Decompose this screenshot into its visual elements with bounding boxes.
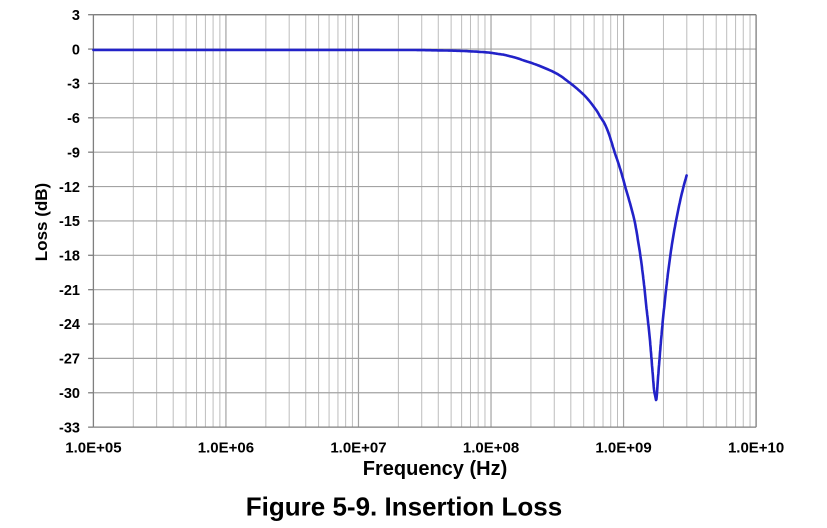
svg-text:-15: -15: [59, 214, 80, 230]
svg-text:-33: -33: [59, 420, 80, 436]
svg-text:Loss (dB): Loss (dB): [32, 183, 51, 261]
svg-text:1.0E+09: 1.0E+09: [595, 439, 651, 456]
svg-text:1.0E+05: 1.0E+05: [65, 439, 121, 456]
svg-text:-9: -9: [67, 145, 80, 161]
svg-text:-30: -30: [59, 386, 80, 402]
svg-text:-18: -18: [59, 249, 80, 265]
svg-text:-6: -6: [67, 111, 80, 127]
svg-text:0: 0: [72, 42, 80, 58]
svg-text:-27: -27: [59, 352, 80, 368]
svg-text:Frequency (Hz): Frequency (Hz): [363, 458, 507, 480]
svg-text:3: 3: [72, 8, 80, 24]
svg-text:-12: -12: [59, 180, 80, 196]
svg-text:1.0E+10: 1.0E+10: [728, 439, 784, 456]
svg-text:Figure 5-9. Insertion Loss: Figure 5-9. Insertion Loss: [246, 492, 562, 522]
svg-text:1.0E+06: 1.0E+06: [198, 439, 254, 456]
svg-text:1.0E+08: 1.0E+08: [463, 439, 519, 456]
svg-text:1.0E+07: 1.0E+07: [330, 439, 386, 456]
svg-text:-21: -21: [59, 283, 80, 299]
svg-text:-3: -3: [67, 77, 80, 93]
svg-text:-24: -24: [59, 317, 80, 333]
